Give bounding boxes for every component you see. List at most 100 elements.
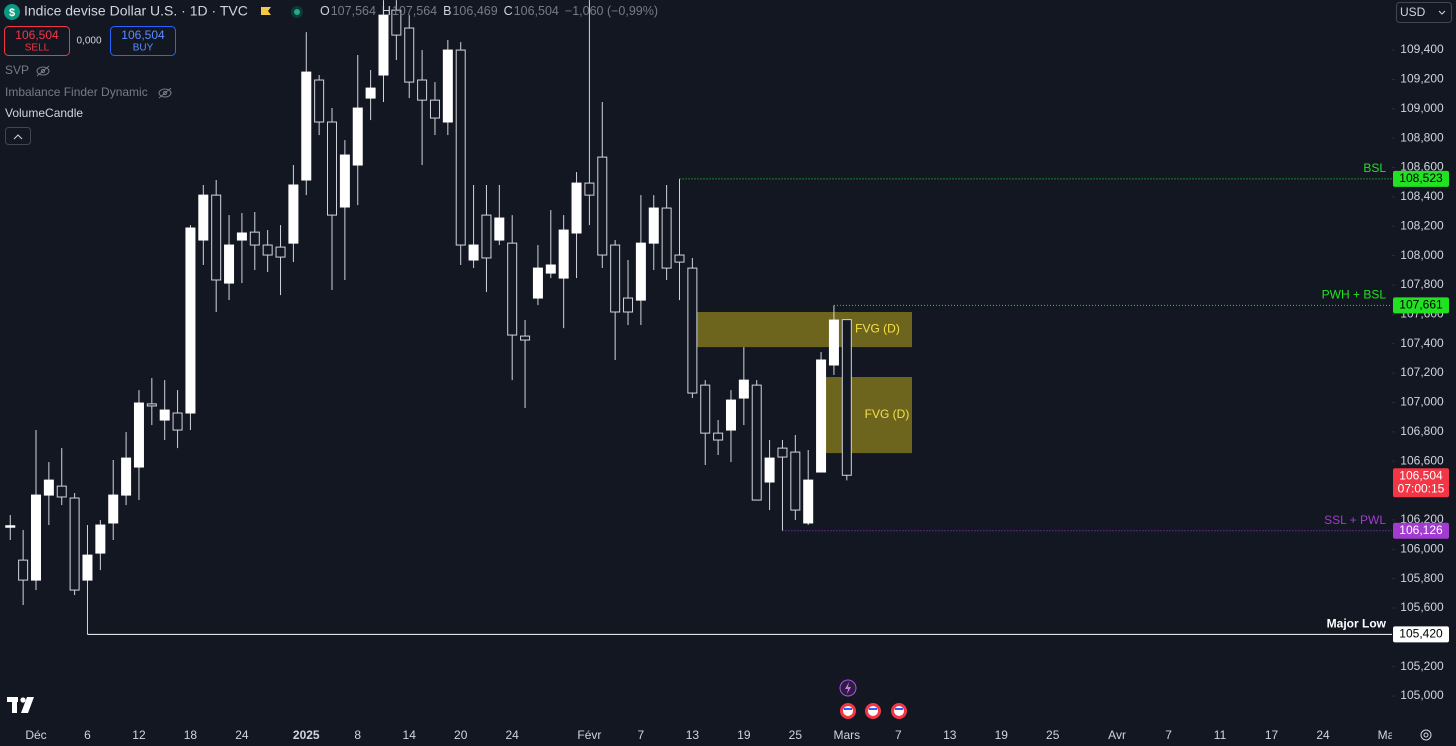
candle-body xyxy=(159,409,170,421)
candle-body xyxy=(532,267,543,299)
caret xyxy=(13,134,23,140)
candle-body xyxy=(172,412,183,431)
candle-body xyxy=(275,246,286,258)
x-tick-label: 24 xyxy=(506,728,520,742)
level-price-box xyxy=(1393,626,1449,643)
candle-body xyxy=(674,254,685,263)
x-axis: Déc 6 12 18 24 2025 8 14 20 24 Févr 7 13 19 25 Mars 7 13 1… xyxy=(25,728,1397,742)
hidden-icon[interactable] xyxy=(36,65,50,77)
candle-body xyxy=(146,403,157,407)
x-tick-label: 19 xyxy=(995,728,1009,742)
candle-body xyxy=(365,87,376,99)
x-tick-label: 19 xyxy=(737,728,751,742)
y-tick-label: 105,800 xyxy=(1400,571,1444,585)
y-tick-label: 108,400 xyxy=(1400,189,1444,203)
y-tick-label: 108,800 xyxy=(1400,130,1444,144)
candle-body xyxy=(545,264,556,274)
ohlc-readout: O107,564 H107,564 B106,469 C106,504 −1,060 (… xyxy=(320,4,658,18)
indicator-name[interactable]: Imbalance Finder Dynamic xyxy=(5,85,148,99)
x-tick-label: 25 xyxy=(789,728,803,742)
candle-body xyxy=(417,79,428,101)
x-tick-label: Mars xyxy=(833,728,860,742)
countdown: 07:00:15 xyxy=(1398,481,1445,495)
event-icons[interactable] xyxy=(839,679,907,719)
x-tick-label: 14 xyxy=(403,728,417,742)
candle-body xyxy=(352,107,363,166)
candle-body xyxy=(507,242,518,336)
buy-button[interactable] xyxy=(110,26,176,56)
indicator-name[interactable]: VolumeCandle xyxy=(5,106,83,120)
candle-body xyxy=(828,319,839,366)
ohlc-key: C xyxy=(504,4,513,18)
ohlc-value: 107,564 xyxy=(392,4,437,18)
x-tick-label: 18 xyxy=(184,728,198,742)
candle-body xyxy=(262,244,273,256)
candle-body xyxy=(198,194,209,241)
y-tick-label: 106,200 xyxy=(1400,512,1444,526)
candle-body xyxy=(378,14,389,76)
ohlc-key: O xyxy=(320,4,330,18)
candle-body xyxy=(713,432,724,441)
candle-body xyxy=(249,231,260,246)
candle-body xyxy=(56,485,67,498)
flag-icon[interactable] xyxy=(261,7,271,15)
y-tick-label: 106,600 xyxy=(1400,453,1444,467)
candle-body xyxy=(31,494,41,581)
y-axis: 109,400 109,200 109,000 108,800 108,600 108,4… xyxy=(1392,42,1444,702)
candle-body xyxy=(790,451,801,511)
candle-body xyxy=(108,494,119,524)
symbol-icon xyxy=(4,4,20,20)
candle-body xyxy=(584,182,595,196)
y-tick-label: 108,000 xyxy=(1400,248,1444,262)
candle-body xyxy=(725,399,736,431)
y-tick-label: 106,800 xyxy=(1400,424,1444,438)
candle-body xyxy=(69,497,80,591)
y-tick-label: 108,200 xyxy=(1400,218,1444,232)
ohlc-value: 106,469 xyxy=(452,4,497,18)
y-tick-label: 109,000 xyxy=(1400,101,1444,115)
candle-body xyxy=(185,227,196,414)
candle-body xyxy=(481,214,492,259)
y-tick-label: 106,000 xyxy=(1400,541,1444,555)
y-tick-label: 107,400 xyxy=(1400,336,1444,350)
currency-select[interactable] xyxy=(1396,2,1452,23)
candle-body xyxy=(635,242,646,301)
candle-body xyxy=(468,244,479,261)
sell-label: SELL xyxy=(25,43,50,54)
candle-body xyxy=(391,9,402,36)
x-tick-label: Avr xyxy=(1108,728,1126,742)
x-tick-label: 25 xyxy=(1046,728,1060,742)
ohlc-change: −1,060 (−0,99%) xyxy=(565,4,658,18)
x-tick-label: 11 xyxy=(1214,728,1227,742)
sell-button[interactable] xyxy=(4,26,70,56)
candle-body xyxy=(661,207,672,269)
candle-body xyxy=(816,359,827,473)
x-tick-label: 13 xyxy=(686,728,700,742)
x-tick-label: 12 xyxy=(132,728,146,742)
fvg-zone xyxy=(822,377,912,454)
candle-body xyxy=(841,319,852,476)
candle-body xyxy=(82,554,93,581)
candle-body xyxy=(133,402,144,468)
candle-body xyxy=(18,559,29,581)
y-tick-label: 107,000 xyxy=(1400,395,1444,409)
price-axis-panel xyxy=(1392,0,1456,746)
candle-body xyxy=(236,232,247,241)
settings-icon[interactable] xyxy=(1420,729,1432,741)
collapse-button[interactable] xyxy=(5,127,31,145)
candle-body xyxy=(571,182,582,234)
candle-body xyxy=(597,156,608,256)
hidden-icon[interactable] xyxy=(158,87,172,99)
x-tick-label: 6 xyxy=(84,728,91,742)
x-tick-label: Déc xyxy=(25,728,46,742)
symbol-title[interactable]: Indice devise Dollar U.S. · 1D · TVC xyxy=(24,3,248,19)
candle-body xyxy=(95,524,106,554)
indicator-name[interactable]: SVP xyxy=(5,63,29,77)
candle-body xyxy=(777,447,788,458)
plot-area: FVG (D) FVG (D) BSL PWH + BSL SSL + PWL Major… xyxy=(5,0,1392,635)
y-tick-label: 109,200 xyxy=(1400,72,1444,86)
candle-body xyxy=(442,49,453,123)
currency: USD xyxy=(1400,5,1426,19)
